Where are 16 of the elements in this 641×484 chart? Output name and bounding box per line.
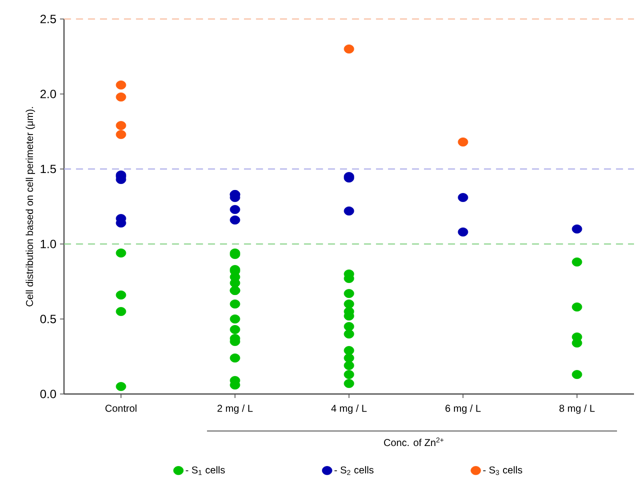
x-tick-label: 8 mg / L <box>559 404 595 414</box>
x-tick-label: Control <box>105 404 136 412</box>
y-tick-label: 0.5 <box>40 314 56 324</box>
legend-label: - S$_{1}$ cells <box>186 466 225 475</box>
y-tick-label: 2.0 <box>40 90 56 98</box>
legend-label: - S$_{2}$ cells <box>334 466 374 475</box>
y-tick-label: 0.0 <box>40 390 56 398</box>
legend-label: - S$_{3}$ cells <box>483 466 522 475</box>
x-tick-label: 4 mg / L <box>331 404 367 414</box>
y-tick-label: 2.5 <box>40 14 56 24</box>
y-tick-label: 1.0 <box>40 240 56 248</box>
x-tick-label: 2 mg / L <box>218 404 253 414</box>
y-tick-label: 1.5 <box>40 164 56 174</box>
x-tick-label: 6 mg / L <box>446 404 481 414</box>
y-axis-title: Cell distribution based on cell perimeter (μm). <box>26 107 36 306</box>
x-axis-title: Conc. of Zn$^{2+}$ <box>384 438 444 446</box>
